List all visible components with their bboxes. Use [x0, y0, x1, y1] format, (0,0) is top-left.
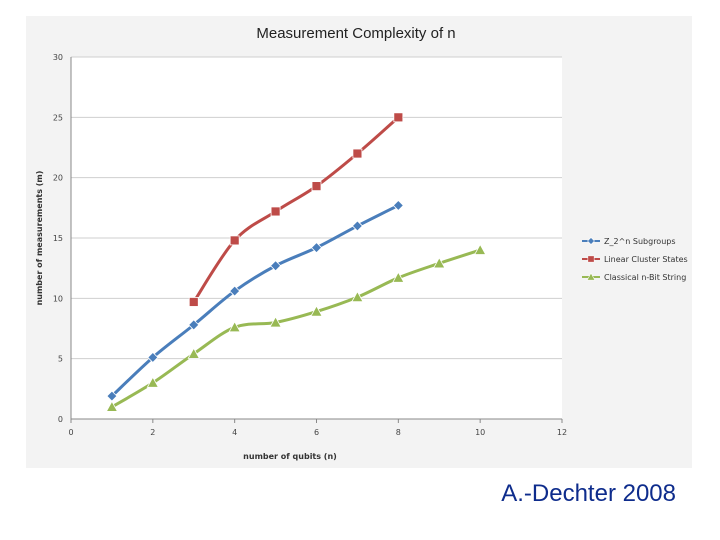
legend-label: Z_2^n Subgroups — [604, 237, 676, 246]
author-credit: A.-Dechter 2008 — [501, 480, 676, 507]
legend-entry: Classical n-Bit String — [582, 272, 686, 282]
square-point — [188, 297, 199, 307]
x-axis-title: number of qubits (n) — [243, 452, 337, 461]
triangle-point — [310, 305, 323, 317]
triangle-point — [187, 347, 200, 359]
legend-entry: Z_2^n Subgroups — [582, 237, 676, 246]
axes: 0 5 10 15 20 25 30 0 2 4 6 8 10 12 — [53, 53, 567, 437]
diamond-point — [147, 351, 159, 364]
y-tick-label: 30 — [53, 53, 63, 62]
series-line — [110, 248, 482, 409]
y-tick-label: 10 — [53, 294, 63, 303]
x-tick-label: 10 — [475, 428, 485, 437]
square-point — [352, 148, 363, 159]
y-tick-label: 15 — [53, 234, 63, 243]
diamond-point — [188, 319, 200, 331]
triangle-point — [433, 257, 446, 269]
square-point — [270, 206, 281, 217]
x-tick-label: 6 — [314, 428, 319, 437]
diamond-point — [270, 260, 282, 272]
triangle-point — [473, 243, 487, 255]
legend-marker — [587, 255, 595, 263]
x-tick-label: 2 — [150, 428, 155, 437]
y-axis-title: number of measurements (m) — [35, 171, 44, 306]
x-tick-label: 12 — [557, 428, 567, 437]
diamond-point — [310, 242, 323, 254]
square-point — [393, 112, 404, 123]
series-3 — [105, 243, 487, 412]
square-point — [311, 181, 322, 192]
legend-entry: Linear Cluster States — [582, 255, 688, 264]
x-tick-label: 0 — [68, 428, 73, 437]
legend-marker — [587, 237, 595, 245]
triangle-point — [269, 316, 282, 328]
triangle-point — [351, 290, 364, 303]
legend-label: Classical n-Bit String — [604, 273, 686, 282]
y-tick-label: 5 — [58, 355, 63, 364]
y-tick-label: 25 — [53, 113, 63, 122]
triangle-point — [105, 400, 119, 412]
y-tick-label: 20 — [53, 174, 63, 183]
diamond-point — [229, 285, 241, 297]
diamond-point — [392, 199, 404, 211]
triangle-point — [146, 376, 160, 388]
diamond-point — [351, 220, 363, 232]
legend: Z_2^n Subgroups Linear Cluster States Clas… — [582, 237, 688, 282]
x-tick-label: 4 — [232, 428, 237, 437]
series-1 — [106, 199, 404, 402]
chart-panel: Measurement Complexity of n 0 5 10 15 20 25 30… — [26, 16, 692, 468]
series-2 — [188, 112, 404, 307]
y-tick-label: 0 — [58, 415, 63, 424]
legend-marker — [586, 272, 596, 281]
line-chart: Measurement Complexity of n 051015202530… — [35, 25, 688, 461]
series-layer — [105, 112, 487, 412]
triangle-point — [228, 320, 241, 333]
triangle-point — [392, 271, 405, 283]
legend-label: Linear Cluster States — [604, 255, 688, 264]
chart-title: Measurement Complexity of n — [256, 25, 455, 42]
x-tick-label: 8 — [396, 428, 401, 437]
square-point — [229, 235, 240, 246]
